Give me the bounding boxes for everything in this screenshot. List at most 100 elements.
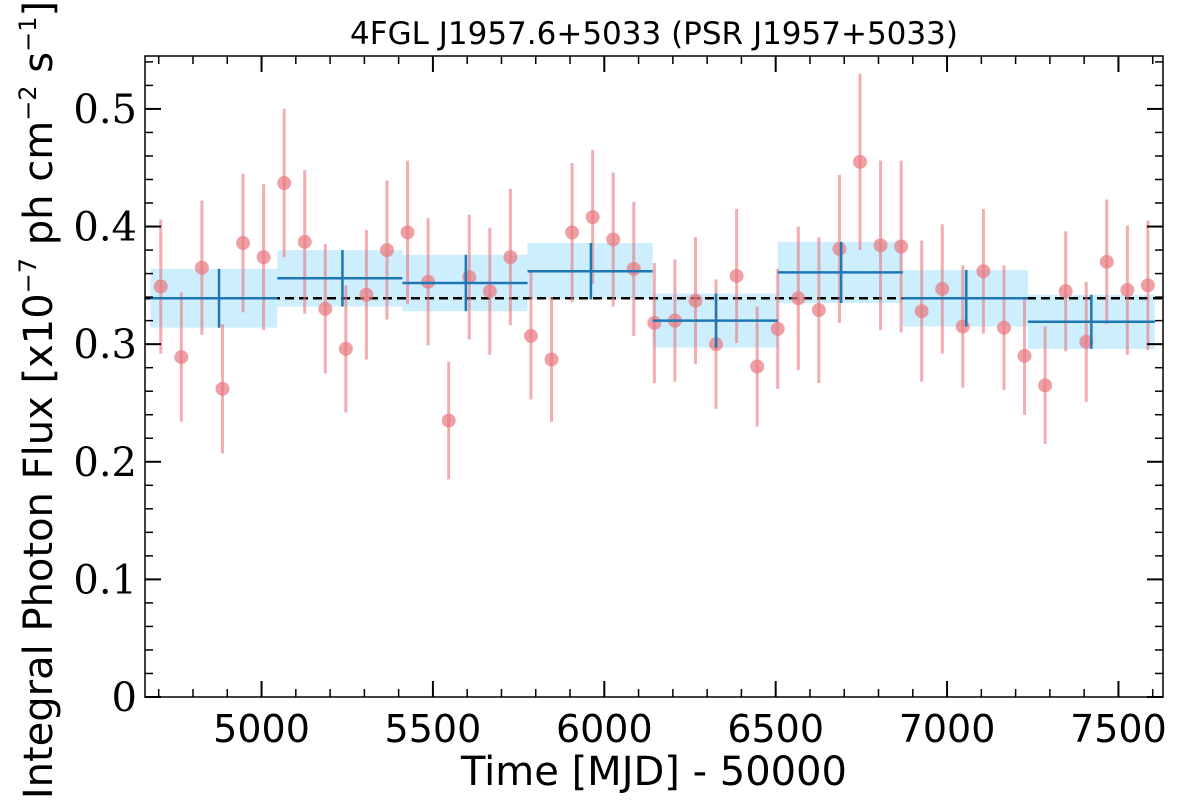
x-tick-labels: 5000 5500 6000 6500 7000 7500	[213, 707, 1167, 751]
flux-point-10	[359, 230, 374, 360]
flux-marker-45	[1079, 334, 1094, 349]
flux-point-21	[585, 150, 600, 285]
flux-marker-48	[1140, 278, 1155, 293]
flux-point-15	[462, 214, 477, 340]
flux-marker-43	[1038, 378, 1053, 393]
y-axis-label-suffix: ]	[16, 1, 62, 17]
flux-point-9	[338, 285, 353, 413]
flux-marker-14	[441, 413, 456, 428]
flux-marker-7	[297, 234, 312, 249]
bin-average-7	[1027, 294, 1155, 349]
x-tick-label-5: 7500	[1070, 707, 1167, 751]
flux-point-26	[688, 237, 703, 365]
x-tick-label-2: 6000	[556, 707, 653, 751]
flux-marker-23	[626, 261, 641, 276]
flux-point-5	[256, 184, 271, 331]
flux-marker-42	[1017, 348, 1032, 363]
flux-point-31	[791, 226, 806, 371]
flux-marker-46	[1099, 254, 1114, 269]
flux-point-33	[832, 174, 847, 323]
flux-marker-36	[894, 239, 909, 254]
flux-marker-5	[256, 250, 271, 265]
y-tick-label-3: 0.3	[73, 322, 137, 368]
flux-marker-24	[647, 315, 662, 330]
flux-point-41	[996, 265, 1011, 391]
y-tick-label-5: 0.5	[73, 87, 137, 133]
y-tick-label-1: 0.1	[73, 557, 137, 603]
flux-marker-31	[791, 291, 806, 306]
flux-marker-0	[153, 279, 168, 294]
flux-point-16	[482, 227, 497, 355]
flux-point-35	[873, 160, 888, 331]
flux-marker-2	[194, 260, 209, 275]
flux-point-19	[544, 297, 559, 422]
flux-point-20	[565, 163, 580, 302]
x-tick-label-1: 5500	[385, 707, 482, 751]
flux-marker-39	[955, 319, 970, 334]
x-tick-label-4: 7000	[899, 707, 996, 751]
flux-marker-44	[1058, 284, 1073, 299]
flux-marker-40	[976, 264, 991, 279]
y-tick-label-4: 0.4	[73, 205, 137, 251]
y-axis-label-exp3: −1	[14, 16, 42, 51]
flux-marker-17	[503, 250, 518, 265]
flux-marker-16	[482, 284, 497, 299]
flux-point-47	[1120, 225, 1135, 355]
y-tick-labels: 0 0.1 0.2 0.3 0.4 0.5	[73, 87, 137, 721]
bin-average-3	[527, 243, 653, 300]
flux-point-17	[503, 188, 518, 326]
flux-point-1	[174, 292, 189, 422]
y-axis-label-exp2: −2	[14, 85, 42, 120]
flux-point-14	[441, 361, 456, 480]
flux-point-40	[976, 208, 991, 334]
y-axis-label-prefix: Integral Photon Flux [x10	[16, 293, 62, 799]
flux-point-4	[236, 173, 251, 313]
flux-marker-21	[585, 210, 600, 225]
flux-marker-18	[523, 328, 538, 343]
flux-point-46	[1099, 199, 1114, 325]
bin-average-0	[150, 268, 278, 328]
flux-point-44	[1058, 231, 1073, 352]
flux-points	[153, 73, 1155, 480]
y-tick-label-0: 0	[112, 675, 137, 721]
flux-point-0	[153, 219, 168, 354]
y-axis-label-mid2: s	[16, 52, 62, 86]
flux-point-48	[1140, 220, 1155, 351]
flux-point-42	[1017, 297, 1032, 415]
flux-point-7	[297, 170, 312, 314]
y-tick-label-2: 0.2	[73, 440, 137, 486]
bin-average-5	[777, 241, 903, 303]
x-axis-label: Time [MJD] - 50000	[460, 749, 847, 795]
y-axis-label: Integral Photon Flux [x10−7 ph cm−2 s−1]	[14, 1, 62, 799]
flux-point-18	[523, 272, 538, 400]
flux-marker-34	[852, 154, 867, 169]
flux-marker-29	[750, 359, 765, 374]
flux-point-29	[750, 306, 765, 427]
axis-ticks	[145, 56, 1163, 698]
bin-average-6	[902, 270, 1028, 327]
flux-point-45	[1079, 281, 1094, 402]
flux-marker-6	[277, 176, 292, 191]
flux-point-38	[935, 224, 950, 354]
flux-marker-41	[996, 320, 1011, 335]
flux-point-34	[852, 73, 867, 251]
flux-point-32	[811, 237, 826, 383]
flux-marker-47	[1120, 283, 1135, 298]
flux-point-11	[379, 180, 394, 320]
bin-averages	[150, 241, 1155, 349]
flux-point-8	[318, 244, 333, 374]
bin-average-4	[652, 293, 778, 348]
x-tick-label-3: 6500	[727, 707, 824, 751]
flux-point-22	[606, 172, 621, 307]
flux-marker-20	[565, 225, 580, 240]
flux-point-2	[194, 200, 209, 335]
plot-frame	[144, 55, 1164, 698]
flux-marker-28	[729, 268, 744, 283]
y-axis-label-mid: ph cm	[16, 121, 62, 258]
flux-point-37	[914, 240, 929, 382]
flux-marker-38	[935, 281, 950, 296]
flux-marker-4	[236, 236, 251, 251]
flux-point-12	[400, 160, 415, 305]
flux-point-30	[770, 268, 785, 389]
